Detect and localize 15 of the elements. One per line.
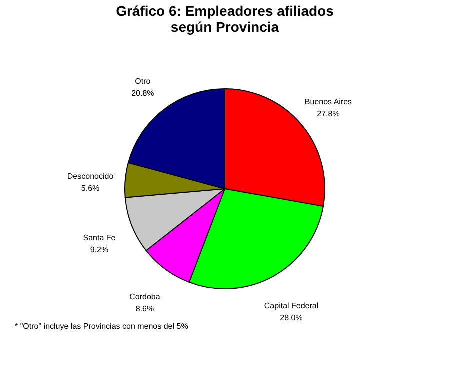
data-label: 8.6% xyxy=(136,304,154,314)
data-label: 20.8% xyxy=(132,88,154,98)
data-label: 5.6% xyxy=(81,184,100,194)
data-label: 27.8% xyxy=(317,109,340,118)
slice-label: Otro xyxy=(135,76,152,86)
slice-label: Santa Fe xyxy=(83,234,116,243)
text: Gráfico 6: Empleadores afiliados xyxy=(116,3,334,19)
slice-label: Cordoba xyxy=(130,292,161,302)
slice-label: Buenos Aires xyxy=(304,97,352,106)
data-label: 28.0% xyxy=(280,313,303,322)
text: * "Otro" incluye las Provincias con menos del 5% xyxy=(15,322,188,331)
slice-label: Desconocido xyxy=(67,172,114,182)
data-label: 9.2% xyxy=(90,246,109,255)
slice-label: Capital Federal xyxy=(264,301,319,310)
text: según Provincia xyxy=(170,19,280,35)
